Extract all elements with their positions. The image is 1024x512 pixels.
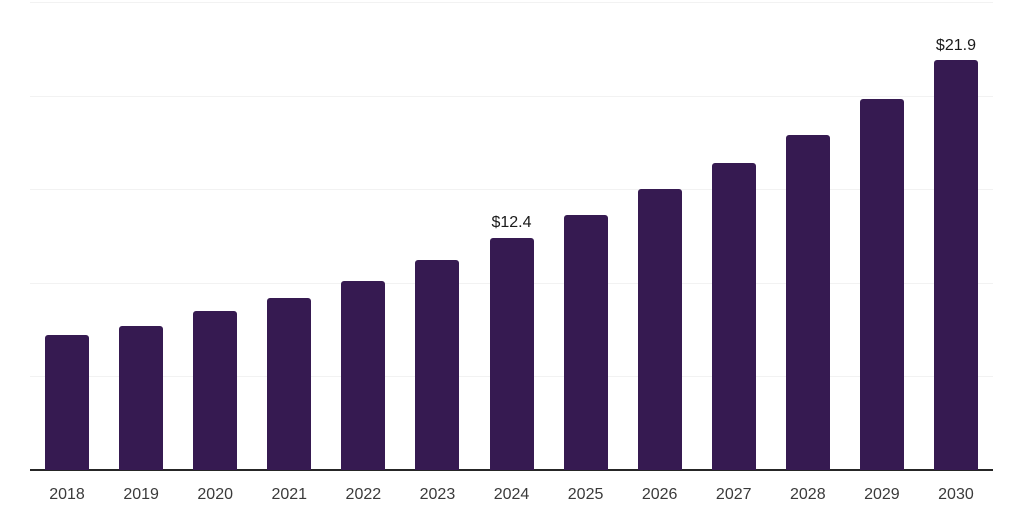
bar-2021 xyxy=(267,297,312,470)
bar-2020 xyxy=(193,310,238,470)
bar-value-label-2030: $21.9 xyxy=(935,36,976,54)
x-axis-line xyxy=(30,469,993,471)
x-tick-label-2027: 2027 xyxy=(715,486,752,503)
plot-area: $12.4 $21.9 xyxy=(30,2,993,471)
bar-value-label-2024: $12.4 xyxy=(491,214,532,232)
x-tick-label-2025: 2025 xyxy=(567,486,604,503)
bar-2024 xyxy=(489,237,534,470)
bar-2029 xyxy=(859,99,904,470)
x-tick-label-2023: 2023 xyxy=(419,486,456,503)
bar-2028 xyxy=(785,134,830,470)
x-tick-label-2021: 2021 xyxy=(271,486,308,503)
gridline-25 xyxy=(30,2,993,3)
gridline-20 xyxy=(30,95,993,97)
x-tick-label-2029: 2029 xyxy=(864,486,900,503)
bar-2027 xyxy=(711,163,756,470)
x-tick-label-2026: 2026 xyxy=(641,486,678,503)
x-tick-label-2020: 2020 xyxy=(197,486,233,503)
bar-2023 xyxy=(415,260,460,470)
bar-2019 xyxy=(119,325,164,470)
bar-2026 xyxy=(637,189,682,470)
bar-2025 xyxy=(563,215,608,470)
x-tick-label-2024: 2024 xyxy=(493,486,530,503)
x-tick-label-2030: 2030 xyxy=(938,486,974,503)
bar-2018 xyxy=(45,335,90,470)
gridline-15 xyxy=(30,189,993,191)
x-tick-label-2019: 2019 xyxy=(123,486,159,503)
bar-2022 xyxy=(341,280,386,470)
bar-2030 xyxy=(933,60,978,470)
x-tick-label-2028: 2028 xyxy=(790,486,826,503)
x-tick-label-2022: 2022 xyxy=(345,486,382,503)
x-tick-label-2018: 2018 xyxy=(49,486,85,503)
